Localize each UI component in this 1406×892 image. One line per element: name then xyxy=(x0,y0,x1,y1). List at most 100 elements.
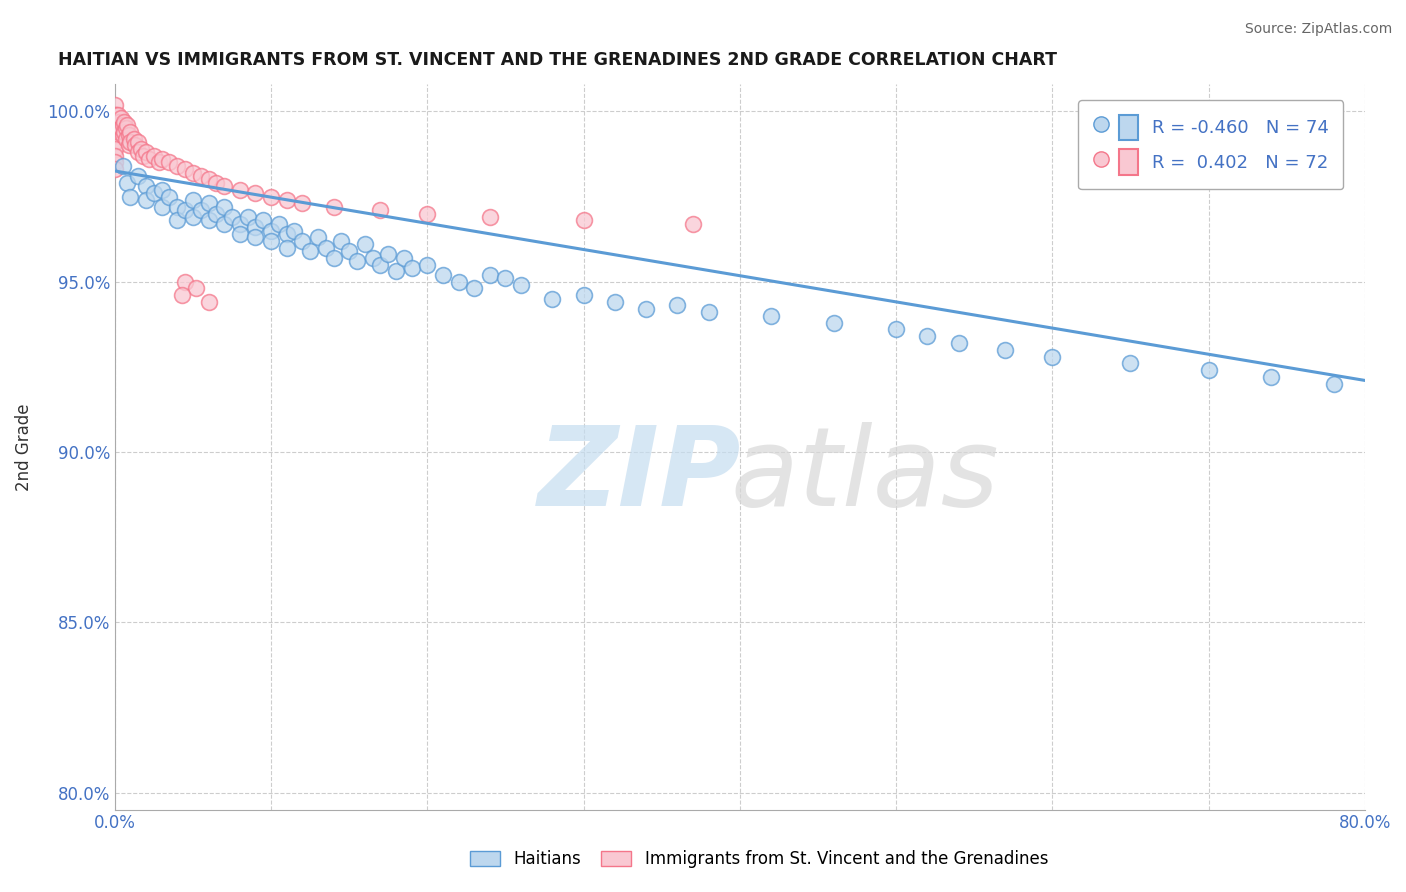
Point xyxy=(142,186,165,200)
Point xyxy=(127,145,149,160)
Point xyxy=(104,114,127,128)
Point xyxy=(205,176,228,190)
Point xyxy=(104,135,127,149)
Point xyxy=(197,172,219,186)
Point xyxy=(541,292,564,306)
Point xyxy=(212,200,235,214)
Point xyxy=(1400,111,1406,125)
Point xyxy=(112,125,135,139)
Y-axis label: 2nd Grade: 2nd Grade xyxy=(15,403,32,491)
Point xyxy=(307,230,329,244)
Point xyxy=(267,217,290,231)
Point xyxy=(322,251,344,265)
Point xyxy=(105,114,128,128)
Point xyxy=(131,142,153,156)
Point xyxy=(117,176,139,190)
Point xyxy=(346,254,368,268)
Point xyxy=(110,111,132,125)
Point xyxy=(159,155,181,169)
Point xyxy=(276,241,298,255)
Point xyxy=(245,186,267,200)
Point xyxy=(166,200,188,214)
Point xyxy=(104,155,127,169)
Point xyxy=(104,97,127,112)
Legend: Haitians, Immigrants from St. Vincent and the Grenadines: Haitians, Immigrants from St. Vincent an… xyxy=(464,844,1054,875)
Point xyxy=(197,295,219,310)
Point xyxy=(105,121,128,136)
Point xyxy=(107,108,129,122)
Point xyxy=(283,223,305,237)
Point xyxy=(111,118,134,132)
Point xyxy=(260,223,283,237)
Point xyxy=(174,162,197,177)
Text: Source: ZipAtlas.com: Source: ZipAtlas.com xyxy=(1244,22,1392,37)
Point xyxy=(120,125,142,139)
Point xyxy=(212,217,235,231)
Point xyxy=(291,234,314,248)
Point xyxy=(917,329,939,343)
Point xyxy=(416,258,439,272)
Point xyxy=(111,159,134,173)
Point xyxy=(229,227,252,241)
Point xyxy=(370,258,392,272)
Point xyxy=(260,189,283,203)
Point xyxy=(948,335,970,350)
Point xyxy=(385,264,408,278)
Point xyxy=(823,316,845,330)
Point xyxy=(142,148,165,162)
Point xyxy=(108,114,131,128)
Point xyxy=(132,148,155,162)
Text: atlas: atlas xyxy=(731,422,1000,529)
Point xyxy=(666,298,689,312)
Point xyxy=(104,162,127,177)
Point xyxy=(299,244,322,258)
Point xyxy=(392,251,415,265)
Point xyxy=(190,169,212,183)
Point xyxy=(697,305,720,319)
Point xyxy=(432,268,454,282)
Point xyxy=(105,108,128,122)
Point xyxy=(252,213,274,227)
Point xyxy=(221,210,243,224)
Point xyxy=(572,288,595,302)
Point xyxy=(463,281,485,295)
Point xyxy=(245,230,267,244)
Point xyxy=(118,128,141,143)
Point xyxy=(1260,370,1282,384)
Point xyxy=(166,159,188,173)
Point xyxy=(174,203,197,218)
Point xyxy=(150,200,173,214)
Point xyxy=(150,152,173,166)
Point xyxy=(1119,356,1142,370)
Point xyxy=(104,128,127,143)
Point xyxy=(104,148,127,162)
Point xyxy=(510,278,533,293)
Point xyxy=(276,227,298,241)
Point xyxy=(884,322,907,336)
Legend: R = -0.460   N = 74, R =  0.402   N = 72: R = -0.460 N = 74, R = 0.402 N = 72 xyxy=(1078,101,1343,189)
Point xyxy=(197,213,219,227)
Point xyxy=(229,217,252,231)
Point xyxy=(494,271,516,285)
Point xyxy=(120,135,142,149)
Point xyxy=(150,183,173,197)
Point xyxy=(276,193,298,207)
Point xyxy=(1198,363,1220,377)
Point xyxy=(337,244,360,258)
Point xyxy=(330,234,353,248)
Point xyxy=(401,260,423,275)
Point xyxy=(353,237,375,252)
Point xyxy=(120,189,142,203)
Point xyxy=(572,213,595,227)
Point xyxy=(447,275,470,289)
Point xyxy=(181,166,204,180)
Point xyxy=(118,138,141,153)
Point xyxy=(291,196,314,211)
Point xyxy=(1040,350,1063,364)
Point xyxy=(124,138,146,153)
Point xyxy=(197,196,219,211)
Point xyxy=(159,189,181,203)
Point xyxy=(994,343,1017,357)
Point xyxy=(205,206,228,220)
Point xyxy=(236,210,259,224)
